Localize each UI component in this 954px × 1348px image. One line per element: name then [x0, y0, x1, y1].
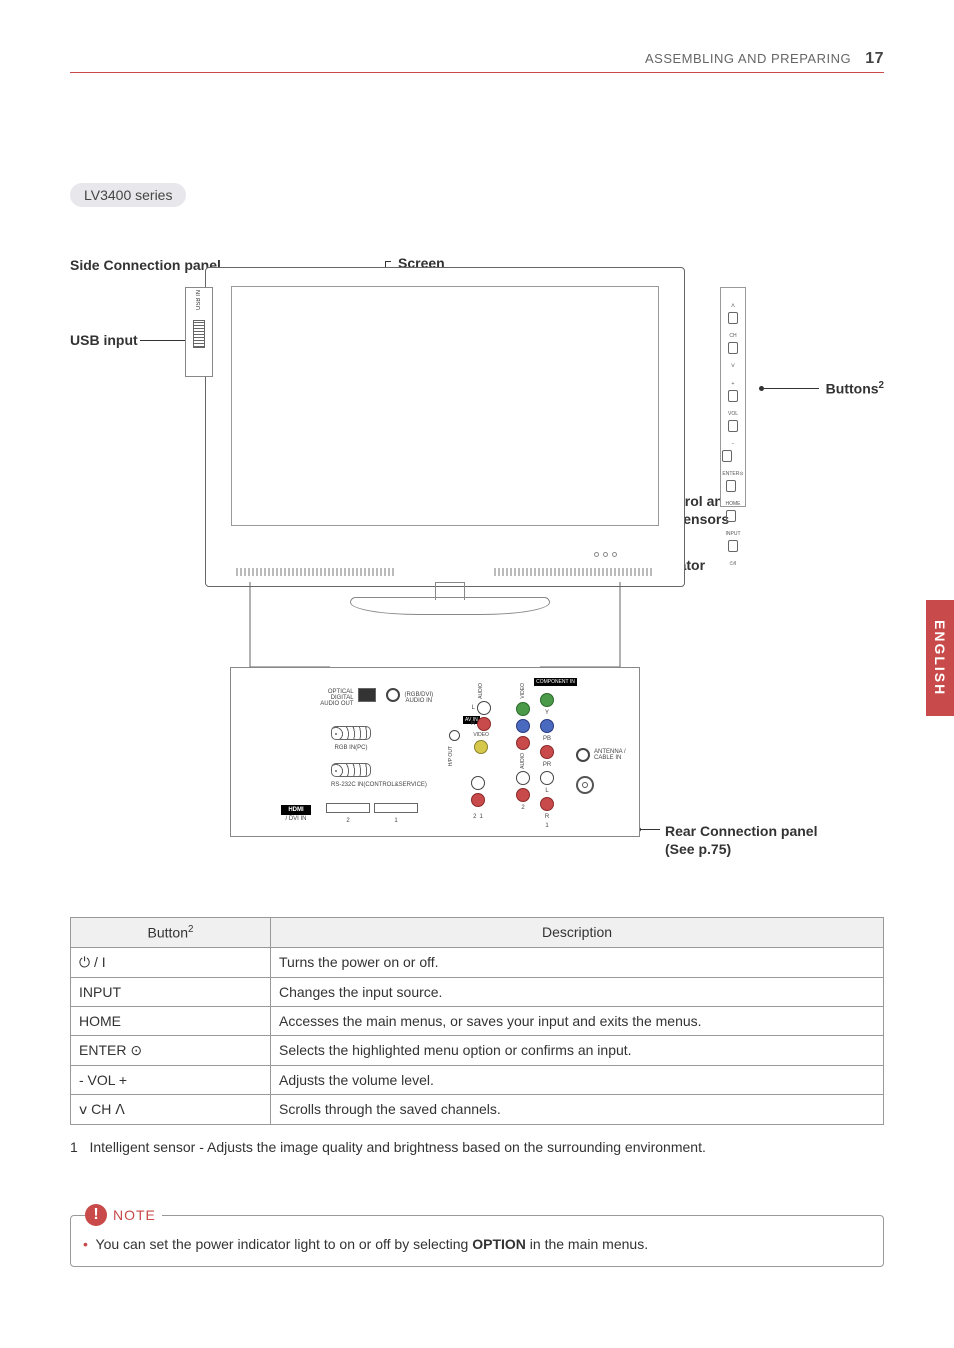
av-audio-l-icon — [477, 701, 491, 715]
audio-in-port-icon — [386, 688, 400, 702]
label-usb-input: USB input — [70, 332, 138, 348]
hdmi-1-port-icon — [374, 803, 418, 813]
side-button-column: ᐱCHᐯ +VOL− ENTER⊙ HOME INPUT ⏻/I — [720, 287, 746, 507]
rgb-in-port-icon — [331, 726, 371, 740]
note-box: ! NOTE • You can set the power indicator… — [70, 1215, 884, 1267]
tv-body — [205, 267, 685, 587]
comp-audio-l-icon — [516, 771, 530, 785]
optical-port-icon — [358, 688, 376, 702]
side-connection-panel: USB IN — [185, 287, 213, 377]
table-header-button: Button2 — [71, 918, 271, 948]
table-row: ENTER ⊙Selects the highlighted menu opti… — [71, 1035, 884, 1065]
language-tab: ENGLISH — [926, 600, 954, 716]
table-row: INPUTChanges the input source. — [71, 977, 884, 1006]
antenna-port-icon — [576, 748, 590, 762]
page-number: 17 — [865, 50, 884, 67]
note-icon: ! — [85, 1204, 107, 1226]
comp2-y-icon — [540, 693, 554, 707]
footnote: 1 Intelligent sensor - Adjusts the image… — [70, 1139, 884, 1155]
table-row: ⅴ CH ᐱScrolls through the saved channels… — [71, 1094, 884, 1124]
tv-screen — [231, 286, 659, 526]
button-description-table: Button2 Description ⏻ / ITurns the power… — [70, 917, 884, 1125]
comp-pb-icon — [516, 719, 530, 733]
rear-connection-panel: OPTICAL DIGITAL AUDIO OUT (RGB/DVI) AUDI… — [230, 667, 640, 837]
table-row: ⏻ / ITurns the power on or off. — [71, 947, 884, 977]
table-row: - VOL +Adjusts the volume level. — [71, 1065, 884, 1094]
comp-pr-icon — [516, 736, 530, 750]
av2-audio-l-icon — [471, 776, 485, 790]
comp2-audio-l-icon — [540, 771, 554, 785]
comp2-audio-r-icon — [540, 797, 554, 811]
table-row: HOMEAccesses the main menus, or saves yo… — [71, 1006, 884, 1035]
rs232c-port-icon — [331, 763, 371, 777]
hp-out-port-icon — [449, 730, 460, 741]
av-audio-r-icon — [477, 717, 491, 731]
section-title: ASSEMBLING AND PREPARING — [645, 51, 851, 66]
comp2-pr-icon — [540, 745, 554, 759]
series-badge: LV3400 series — [70, 183, 186, 207]
label-side-panel: Side Connection panel — [70, 257, 221, 273]
comp-audio-r-icon — [516, 788, 530, 802]
note-label: NOTE — [113, 1207, 156, 1223]
comp-y-icon — [516, 702, 530, 716]
tv-diagram: Side Connection panel USB input Screen B… — [70, 237, 884, 887]
label-buttons: Buttons2 — [826, 380, 884, 397]
usb-port-icon — [193, 320, 205, 348]
note-badge: ! NOTE — [85, 1204, 162, 1226]
page-header: ASSEMBLING AND PREPARING 17 — [70, 50, 884, 73]
table-header-desc: Description — [271, 918, 884, 948]
label-rear-panel: Rear Connection panel (See p.75) — [665, 822, 817, 858]
av-video-icon — [474, 740, 488, 754]
comp2-pb-icon — [540, 719, 554, 733]
hdmi-2-port-icon — [326, 803, 370, 813]
av2-audio-r-icon — [471, 793, 485, 807]
note-text: • You can set the power indicator light … — [83, 1236, 871, 1252]
